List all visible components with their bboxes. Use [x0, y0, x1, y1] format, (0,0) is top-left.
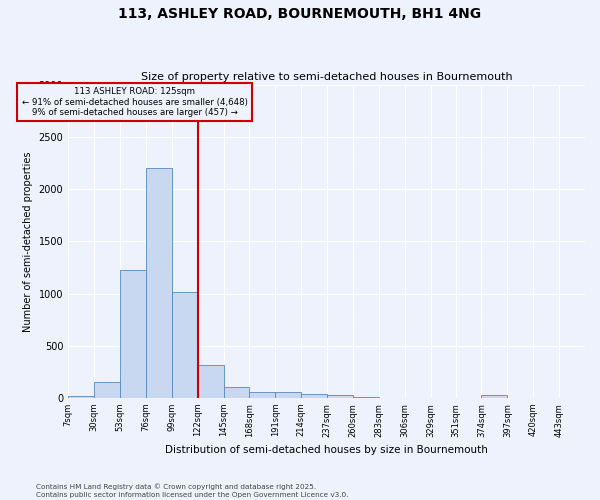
- Bar: [146, 168, 172, 398]
- Bar: [68, 396, 94, 398]
- Bar: [481, 396, 508, 398]
- Title: Size of property relative to semi-detached houses in Bournemouth: Size of property relative to semi-detach…: [141, 72, 512, 82]
- Bar: [250, 392, 275, 398]
- Text: 113, ASHLEY ROAD, BOURNEMOUTH, BH1 4NG: 113, ASHLEY ROAD, BOURNEMOUTH, BH1 4NG: [118, 8, 482, 22]
- Bar: [224, 387, 250, 398]
- Y-axis label: Number of semi-detached properties: Number of semi-detached properties: [23, 151, 33, 332]
- Text: Contains HM Land Registry data © Crown copyright and database right 2025.
Contai: Contains HM Land Registry data © Crown c…: [36, 484, 349, 498]
- Bar: [275, 392, 301, 398]
- Bar: [197, 365, 224, 398]
- Bar: [120, 270, 146, 398]
- Bar: [172, 292, 197, 398]
- Bar: [301, 394, 327, 398]
- X-axis label: Distribution of semi-detached houses by size in Bournemouth: Distribution of semi-detached houses by …: [165, 445, 488, 455]
- Bar: [94, 382, 120, 398]
- Bar: [327, 395, 353, 398]
- Text: 113 ASHLEY ROAD: 125sqm
← 91% of semi-detached houses are smaller (4,648)
9% of : 113 ASHLEY ROAD: 125sqm ← 91% of semi-de…: [22, 87, 248, 117]
